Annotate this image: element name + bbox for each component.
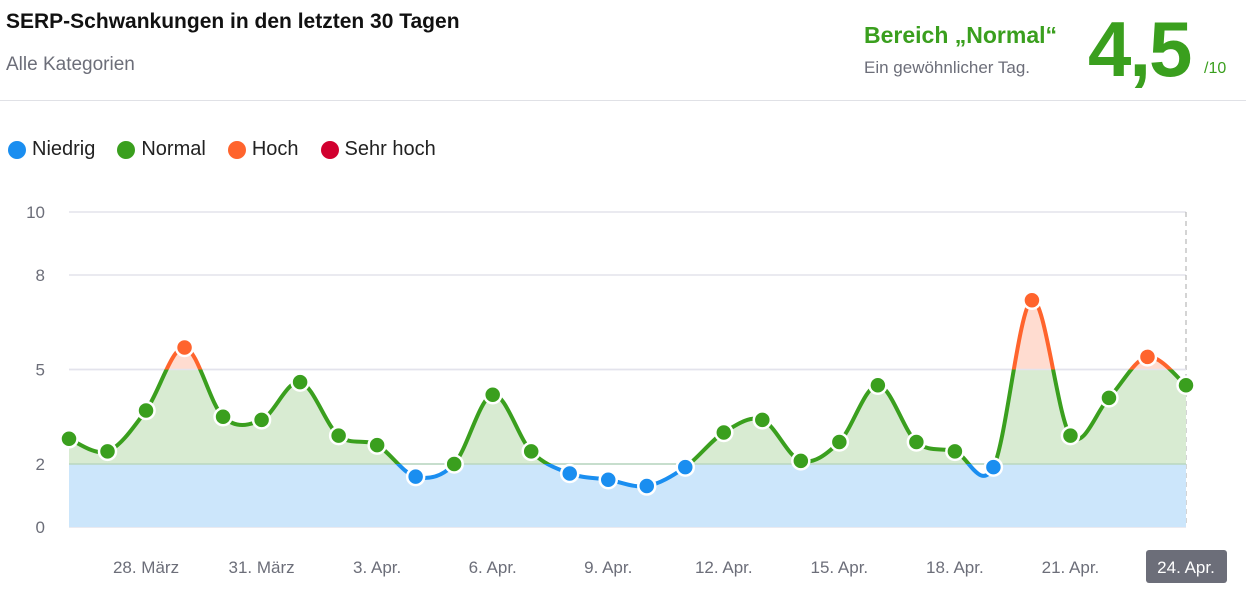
- data-point: [136, 400, 156, 421]
- score-value: 4,5: [1088, 5, 1192, 93]
- data-point: [906, 432, 927, 452]
- data-point: [791, 451, 811, 471]
- data-point: [675, 457, 696, 477]
- data-point: [328, 425, 349, 446]
- data-point: [559, 463, 580, 484]
- x-tick-label: 21. Apr.: [1042, 558, 1100, 577]
- x-tick-label: 15. Apr.: [811, 558, 869, 577]
- data-point: [752, 410, 773, 430]
- legend-dot-icon: [117, 140, 136, 159]
- legend-dot-icon: [227, 140, 246, 159]
- legend-item[interactable]: Sehr hoch: [320, 138, 436, 161]
- data-point: [637, 476, 657, 496]
- x-tick-label: 31. März: [229, 558, 295, 577]
- highlight-label-bg: [1146, 550, 1227, 583]
- legend-item[interactable]: Hoch: [227, 138, 299, 161]
- y-tick-label: 0: [36, 518, 45, 537]
- data-point: [983, 457, 1004, 477]
- x-tick-label: 28. März: [113, 558, 179, 577]
- divider: [0, 100, 1246, 101]
- page-title: SERP-Schwankungen in den letzten 30 Tage…: [6, 10, 460, 33]
- data-point: [598, 470, 618, 490]
- category-subtitle: Alle Kategorien: [6, 54, 135, 75]
- range-label: Bereich „Normal“: [864, 22, 1058, 48]
- x-tick-label: 24. Apr.: [1157, 558, 1215, 577]
- x-tick-label: 12. Apr.: [695, 558, 753, 577]
- legend-label: Hoch: [251, 138, 299, 160]
- band-area: [69, 464, 1186, 527]
- x-tick-label: 3. Apr.: [353, 558, 401, 577]
- x-tick-label: 6. Apr.: [469, 558, 517, 577]
- series-line: [164, 298, 1174, 370]
- data-point: [444, 454, 464, 474]
- data-point: [829, 432, 850, 452]
- y-tick-label: 8: [36, 266, 45, 285]
- score-max: /10: [1204, 60, 1227, 77]
- data-point: [1099, 388, 1119, 408]
- data-point: [405, 466, 426, 487]
- data-point: [1176, 375, 1196, 395]
- x-tick-label: 9. Apr.: [584, 558, 632, 577]
- data-point: [1060, 425, 1081, 446]
- y-tick-label: 2: [36, 455, 45, 474]
- data-point: [945, 441, 965, 462]
- legend-dot-icon: [8, 140, 26, 159]
- data-point: [1022, 290, 1042, 310]
- data-point: [482, 384, 503, 405]
- data-point: [213, 407, 233, 427]
- legend-label: Sehr hoch: [344, 138, 436, 160]
- legend-item[interactable]: Normal: [117, 138, 206, 161]
- data-point: [367, 435, 387, 455]
- data-point: [97, 441, 118, 462]
- y-tick-label: 5: [36, 361, 45, 380]
- legend-label: Niedrig: [32, 138, 96, 160]
- data-point: [290, 372, 310, 392]
- data-point: [174, 337, 195, 358]
- x-tick-label: 18. Apr.: [926, 558, 984, 577]
- data-point: [251, 410, 272, 430]
- legend-item[interactable]: Niedrig: [8, 138, 95, 161]
- data-point: [521, 441, 541, 462]
- band-area: [69, 369, 1186, 464]
- y-tick-label: 10: [26, 203, 45, 222]
- data-point: [59, 429, 79, 449]
- legend: Niedrig Normal Hoch Sehr hoch: [8, 138, 436, 161]
- legend-label: Normal: [141, 138, 206, 160]
- range-description: Ein gewöhnlicher Tag.: [864, 58, 1031, 77]
- data-point: [714, 422, 734, 443]
- data-point: [1137, 347, 1158, 367]
- legend-dot-icon: [320, 140, 339, 159]
- data-point: [868, 375, 888, 395]
